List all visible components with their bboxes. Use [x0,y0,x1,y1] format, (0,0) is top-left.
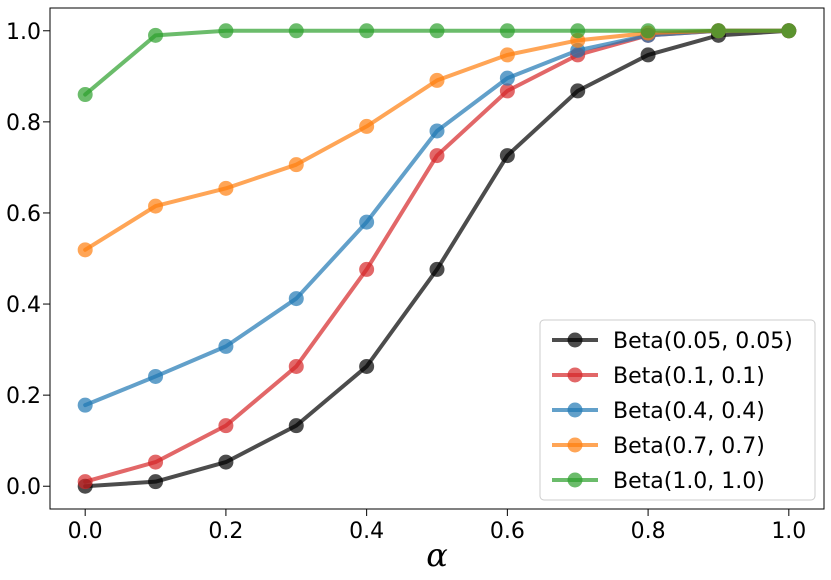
series-point-2 [429,123,445,139]
series-point-3 [218,180,234,196]
series-point-1 [499,83,515,99]
plot-frame [49,7,825,510]
y-tick-label: 0.6 [6,202,41,227]
series-point-4 [640,23,656,39]
series-point-4 [288,23,304,39]
series-point-4 [499,23,515,39]
series-point-0 [359,358,375,374]
series-point-4 [570,23,586,39]
legend-entry: Beta(0.05, 0.05) [552,329,793,354]
legend-label: Beta(0.1, 0.1) [613,364,765,389]
series-point-2 [148,368,164,384]
series-point-4 [781,23,797,39]
x-tick-label: 0.8 [631,519,666,544]
legend-label: Beta(0.7, 0.7) [613,434,765,459]
series-point-3 [148,198,164,214]
legend-entry: Beta(1.0, 1.0) [552,469,765,494]
series-point-2 [77,397,93,413]
y-tick-label: 0.0 [6,475,41,500]
legend-label: Beta(1.0, 1.0) [613,469,765,494]
series-point-0 [429,261,445,277]
series-point-1 [148,454,164,470]
series-point-0 [499,148,515,164]
series-point-1 [429,148,445,164]
series-point-3 [499,47,515,63]
series-point-0 [288,418,304,434]
series-point-4 [359,23,375,39]
series-point-3 [359,118,375,134]
x-tick-label: 0.6 [490,519,525,544]
legend-entry: Beta(0.7, 0.7) [552,434,765,459]
series-point-1 [77,474,93,490]
plot-markers-layer [77,23,797,494]
x-tick-label: 0.2 [208,519,243,544]
series-point-0 [148,474,164,490]
series-point-4 [77,87,93,103]
legend-marker-swatch [567,332,583,348]
series-point-4 [710,23,726,39]
legend-label: Beta(0.4, 0.4) [613,399,765,424]
series-point-2 [359,214,375,230]
legend: Beta(0.05, 0.05) Beta(0.1, 0.1) Beta(0.4, … [539,319,816,501]
series-point-2 [218,338,234,354]
legend-entry: Beta(0.1, 0.1) [552,364,765,389]
series-point-0 [570,83,586,99]
y-axis: 0.0 0.2 0.4 0.6 0.8 1.0 [6,20,50,500]
series-line-3 [83,28,791,252]
series-point-4 [148,27,164,43]
legend-marker-swatch [567,437,583,453]
series-point-3 [77,242,93,258]
series-point-2 [499,70,515,86]
series-point-4 [218,23,234,39]
y-tick-label: 1.0 [6,20,41,45]
x-tick-label: 1.0 [771,519,806,544]
x-axis: 0.0 0.2 0.4 0.6 0.8 1.0 [68,509,806,544]
x-tick-label: 0.0 [68,519,103,544]
y-tick-label: 0.2 [6,384,41,409]
series-point-3 [288,157,304,173]
y-tick-label: 0.8 [6,111,41,136]
legend-marker-swatch [567,472,583,488]
series-point-4 [429,23,445,39]
series-point-0 [640,47,656,63]
legend-entry: Beta(0.4, 0.4) [552,399,765,424]
series-point-1 [359,261,375,277]
x-tick-label: 0.4 [349,519,384,544]
series-point-1 [218,418,234,434]
series-point-1 [288,358,304,374]
legend-label: Beta(0.05, 0.05) [613,329,793,354]
series-point-0 [218,454,234,470]
legend-marker-swatch [567,367,583,383]
series-point-3 [429,72,445,88]
x-axis-label: α [426,536,448,574]
y-tick-label: 0.4 [6,293,41,318]
legend-marker-swatch [567,402,583,418]
legend-box [539,319,816,501]
series-point-2 [288,291,304,307]
